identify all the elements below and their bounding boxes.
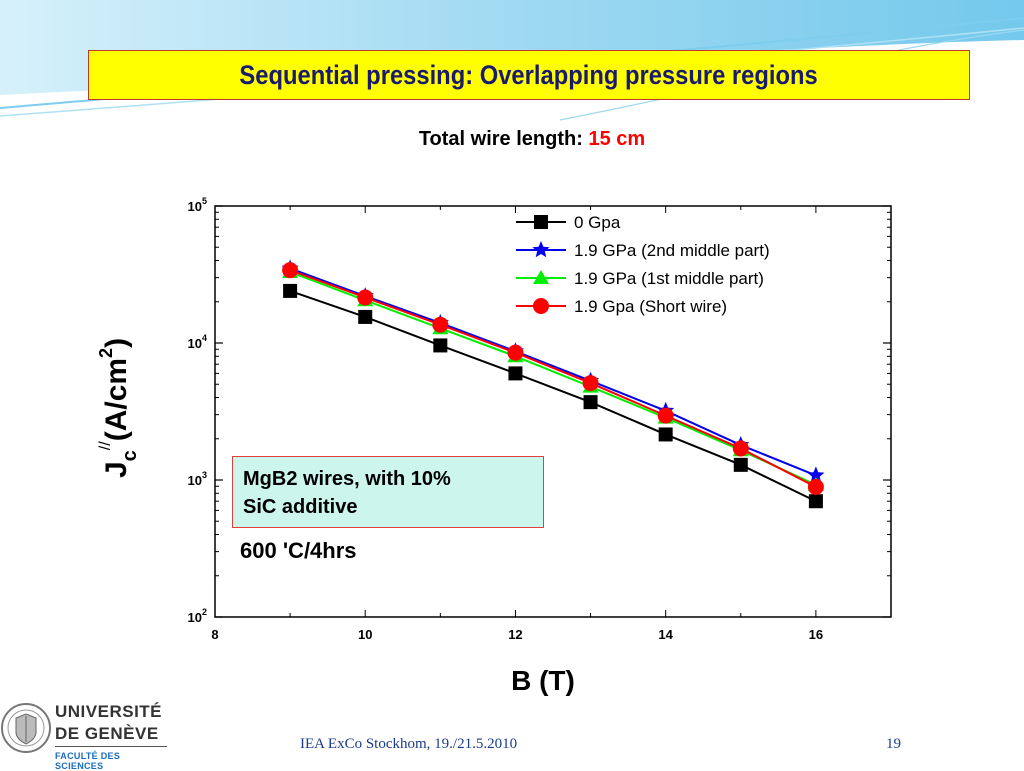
legend-marker (534, 215, 548, 229)
data-point (807, 478, 824, 495)
data-point (807, 466, 825, 483)
slide-title: Sequential pressing: Overlapping pressur… (239, 59, 819, 90)
footer-event: IEA ExCo Stockhom, 19./21.5.2010 (300, 736, 518, 752)
series-line (289, 269, 817, 488)
data-point (582, 375, 599, 392)
heat-treatment-condition: 600 'C/4hrs (240, 538, 357, 563)
data-point (732, 440, 749, 457)
legend-marker (533, 298, 549, 314)
x-tick-label: 12 (508, 627, 522, 642)
data-point (433, 338, 448, 353)
legend-label: 1.9 Gpa (Short wire) (574, 297, 727, 316)
legend: 0 Gpa 1.9 GPa (2nd middle part) 1.9 GPa (1… (516, 213, 770, 316)
plot-frame (214, 205, 892, 618)
data-point (508, 366, 523, 381)
data-point (358, 309, 373, 324)
logo-geneve-text: DE GENÈVE (55, 724, 159, 743)
x-tick-label: 10 (358, 627, 372, 642)
series-line (289, 267, 817, 477)
geneva-crest-icon (1, 703, 51, 753)
page-number: 19 (886, 736, 901, 752)
series-3 (282, 262, 824, 495)
y-axis-title: Jc//(A/cm2) (96, 338, 141, 478)
legend-label: 1.9 GPa (1st middle part) (574, 269, 764, 288)
logo-faculty-text: FACULTÉ DES SCIENCES (55, 751, 121, 771)
logo-divider (55, 746, 167, 747)
slide-title-banner: Sequential pressing: Overlapping pressur… (88, 50, 970, 100)
data-point (283, 283, 298, 298)
series-line (289, 271, 817, 486)
legend-marker (533, 270, 549, 284)
logo-university-text: UNIVERSITÉ (55, 702, 163, 721)
series-line (289, 289, 817, 503)
wire-length-value: 15 cm (588, 128, 646, 150)
x-tick-label: 8 (211, 627, 218, 642)
x-tick-label: 14 (658, 627, 673, 642)
sample-info-box: MgB2 wires, with 10% SiC additive (232, 456, 544, 528)
data-point (658, 427, 673, 442)
data-point (583, 395, 598, 410)
y-tick-label: 103 (188, 470, 207, 488)
y-tick-label: 105 (188, 196, 207, 214)
sample-info-line1: MgB2 wires, with 10% (243, 468, 451, 490)
x-axis-title: B (T) (511, 665, 575, 696)
university-logo: UNIVERSITÉ DE GENÈVE FACULTÉ DES SCIENCE… (0, 696, 170, 771)
data-point (432, 316, 449, 333)
data-point (357, 289, 374, 306)
data-point (808, 494, 823, 509)
y-tick-label: 102 (188, 607, 207, 625)
data-point (282, 262, 299, 279)
data-point (657, 407, 674, 424)
legend-label: 0 Gpa (574, 213, 621, 232)
x-tick-label: 16 (809, 627, 823, 642)
wire-length-caption: Total wire length: 15 cm (0, 128, 1024, 151)
sample-info-line2: SiC additive (243, 496, 358, 518)
series-0 (283, 283, 823, 509)
y-tick-label: 104 (188, 333, 207, 351)
data-point (507, 344, 524, 361)
wire-length-label: Total wire length: (418, 128, 583, 150)
legend-marker (532, 241, 550, 258)
legend-label: 1.9 GPa (2nd middle part) (574, 241, 770, 260)
data-point (733, 457, 748, 472)
